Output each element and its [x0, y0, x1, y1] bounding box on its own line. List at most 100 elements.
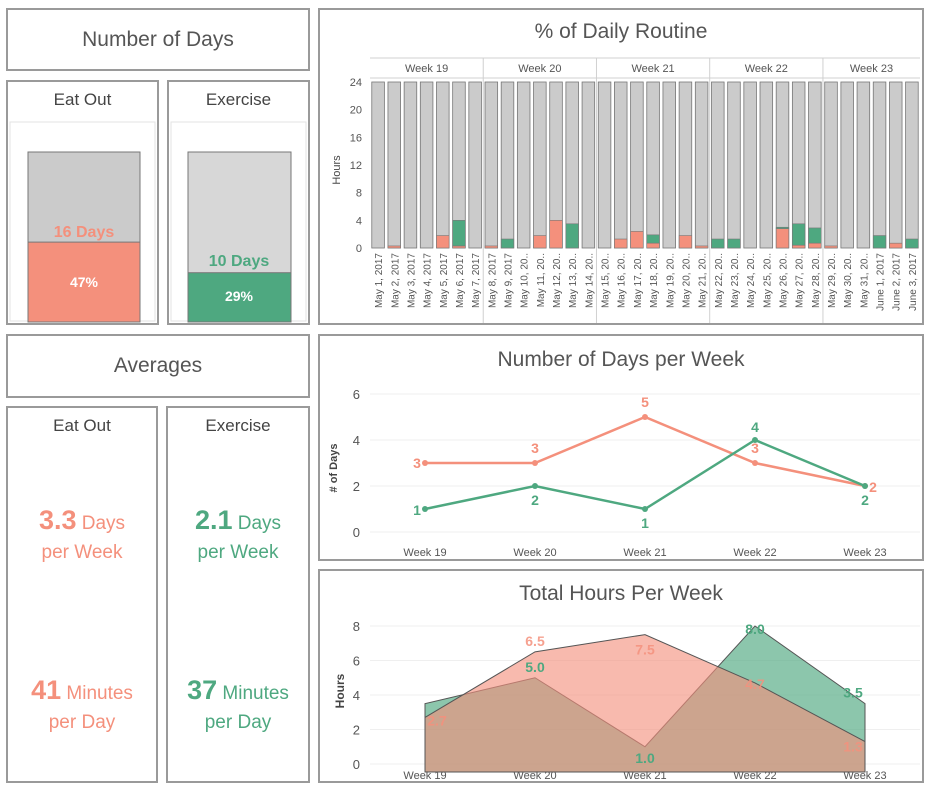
exercise-days-suffix: per Week	[197, 542, 279, 563]
eat-out-data-label: 2	[869, 479, 877, 495]
routine-bar-total	[500, 81, 515, 249]
exercise-days-value: 2.1	[194, 505, 233, 535]
eat-out-area	[424, 634, 866, 773]
routine-x-tick-label: May 6, 2017	[455, 253, 466, 308]
routine-x-tick-label: May 11, 20..	[536, 253, 547, 307]
days-x-tick: Week 20	[513, 547, 556, 559]
exercise-averages-panel: Exercise 2.1 Days per Week 37 Minutes pe…	[166, 406, 310, 783]
averages-title-panel: Averages	[6, 334, 310, 398]
hours-y-axis-label: Hours	[333, 673, 347, 708]
total-hours-panel: Total Hours Per Week 0 2 4 6 8 Hours Week 19 We…	[318, 569, 924, 783]
routine-bar-eat-out	[452, 245, 466, 249]
days-x-tick: Week 19	[403, 547, 446, 559]
routine-x-tick-label: May 1, 2017	[374, 253, 385, 308]
routine-x-tick-label: May 31, 20..	[859, 253, 870, 308]
exercise-point	[862, 483, 868, 489]
routine-bar-eat-out	[549, 220, 563, 249]
hours-y-tick: 6	[353, 654, 360, 669]
routine-x-tick-label: May 22, 20..	[714, 253, 725, 308]
routine-x-tick-label: May 19, 20..	[665, 253, 676, 308]
routine-bar-total	[630, 81, 644, 249]
eat-out-area-label: 4.7	[745, 676, 765, 692]
eat-out-days-panel: Eat Out 16 Days 47%	[6, 80, 159, 325]
week-header-label: Week 23	[850, 63, 893, 75]
exercise-data-label: 1	[413, 502, 421, 518]
days-per-week-title: Number of Days per Week	[497, 348, 745, 371]
routine-bar-exercise	[565, 223, 579, 249]
routine-bar-total	[759, 81, 774, 249]
daily-routine-title: % of Daily Routine	[534, 20, 708, 43]
routine-y-tick: 4	[356, 215, 362, 227]
exercise-point	[422, 506, 428, 512]
eat-out-area-label: 6.5	[525, 633, 545, 649]
eat-out-days-text: 16 Days	[54, 224, 115, 241]
routine-x-tick-label: May 8, 2017	[487, 253, 498, 308]
routine-bar-total	[646, 81, 660, 249]
routine-bar-total	[419, 81, 434, 249]
routine-bar-eat-out	[792, 244, 806, 249]
routine-bar-total	[662, 81, 676, 249]
routine-bar-exercise	[452, 220, 466, 247]
eat-out-point	[752, 460, 758, 466]
exercise-point	[752, 437, 758, 443]
exercise-data-label: 4	[751, 419, 759, 435]
eat-out-data-label: 5	[641, 394, 649, 410]
exercise-data-label: 1	[641, 515, 649, 531]
routine-y-axis-label: Hours	[331, 155, 343, 185]
eat-out-area-label: 7.5	[635, 642, 655, 658]
routine-bar-total	[840, 81, 854, 249]
routine-bar-total	[597, 81, 612, 249]
routine-bar-total	[808, 81, 822, 249]
eat-out-area-label: 1.3	[843, 739, 863, 755]
eat-out-data-label: 3	[531, 440, 539, 456]
routine-bar-total	[824, 81, 838, 249]
days-x-tick: Week 21	[623, 547, 666, 559]
routine-x-tick-label: May 30, 20..	[843, 253, 854, 308]
eat-out-averages-panel: Eat Out 3.3 Days per Week 41 Minutes per…	[6, 406, 158, 783]
routine-bar-total	[905, 81, 919, 249]
routine-x-tick-label: June 1, 2017	[876, 253, 887, 311]
routine-x-tick-label: May 7, 2017	[471, 253, 482, 308]
days-y-tick: 2	[353, 479, 360, 494]
routine-x-tick-label: May 12, 20..	[552, 253, 563, 308]
exercise-minutes-value: 37	[187, 675, 218, 705]
routine-x-tick-label: May 27, 20..	[795, 253, 806, 308]
routine-bar-eat-out	[630, 231, 644, 249]
hours-x-tick: Week 19	[403, 770, 446, 781]
hours-x-tick: Week 22	[733, 770, 776, 781]
week-header-label: Week 19	[405, 63, 448, 75]
eat-out-percent-text: 47%	[70, 274, 99, 290]
exercise-data-label: 2	[861, 492, 869, 508]
exercise-minutes-suffix: per Day	[204, 712, 272, 733]
total-hours-title: Total Hours Per Week	[519, 582, 723, 605]
routine-x-tick-label: May 24, 20..	[746, 253, 757, 308]
routine-bar-total	[581, 81, 596, 249]
exercise-area-label: 1.0	[635, 750, 655, 766]
eat-out-minutes-per-day: 41 Minutes per Day	[8, 676, 156, 737]
eat-out-days-value: 3.3	[38, 505, 77, 535]
exercise-point	[532, 483, 538, 489]
routine-x-tick-label: May 26, 20..	[779, 253, 790, 308]
routine-x-tick-label: May 20, 20..	[681, 253, 692, 308]
routine-bar-total	[403, 81, 418, 249]
exercise-days-bar	[187, 272, 292, 323]
days-y-tick: 0	[353, 525, 360, 540]
routine-bar-total	[516, 81, 531, 249]
eat-out-point	[422, 460, 428, 466]
daily-routine-chart: Week 19 Week 20 Week 21 Week 22 Week 23 0 4 8 12…	[331, 57, 920, 323]
routine-bar-total	[484, 81, 499, 249]
routine-x-tick-label: May 3, 2017	[406, 253, 417, 308]
days-per-week-panel: Number of Days per Week 0 2 4 6 # of Days Wee…	[318, 334, 924, 561]
routine-bar-exercise	[727, 238, 741, 249]
routine-bar-total	[775, 81, 790, 249]
routine-x-tick-label: May 17, 20..	[633, 253, 644, 308]
routine-x-tick-label: May 9, 2017	[504, 253, 515, 308]
exercise-point	[642, 506, 648, 512]
routine-x-tick-label: May 15, 20..	[601, 253, 612, 308]
routine-bar-total	[743, 81, 757, 249]
routine-x-tick-label: May 2, 2017	[390, 253, 401, 308]
averages-title: Averages	[113, 354, 203, 377]
routine-bar-eat-out	[808, 242, 822, 249]
routine-bar-exercise	[500, 238, 515, 249]
routine-bar-total	[468, 81, 482, 249]
